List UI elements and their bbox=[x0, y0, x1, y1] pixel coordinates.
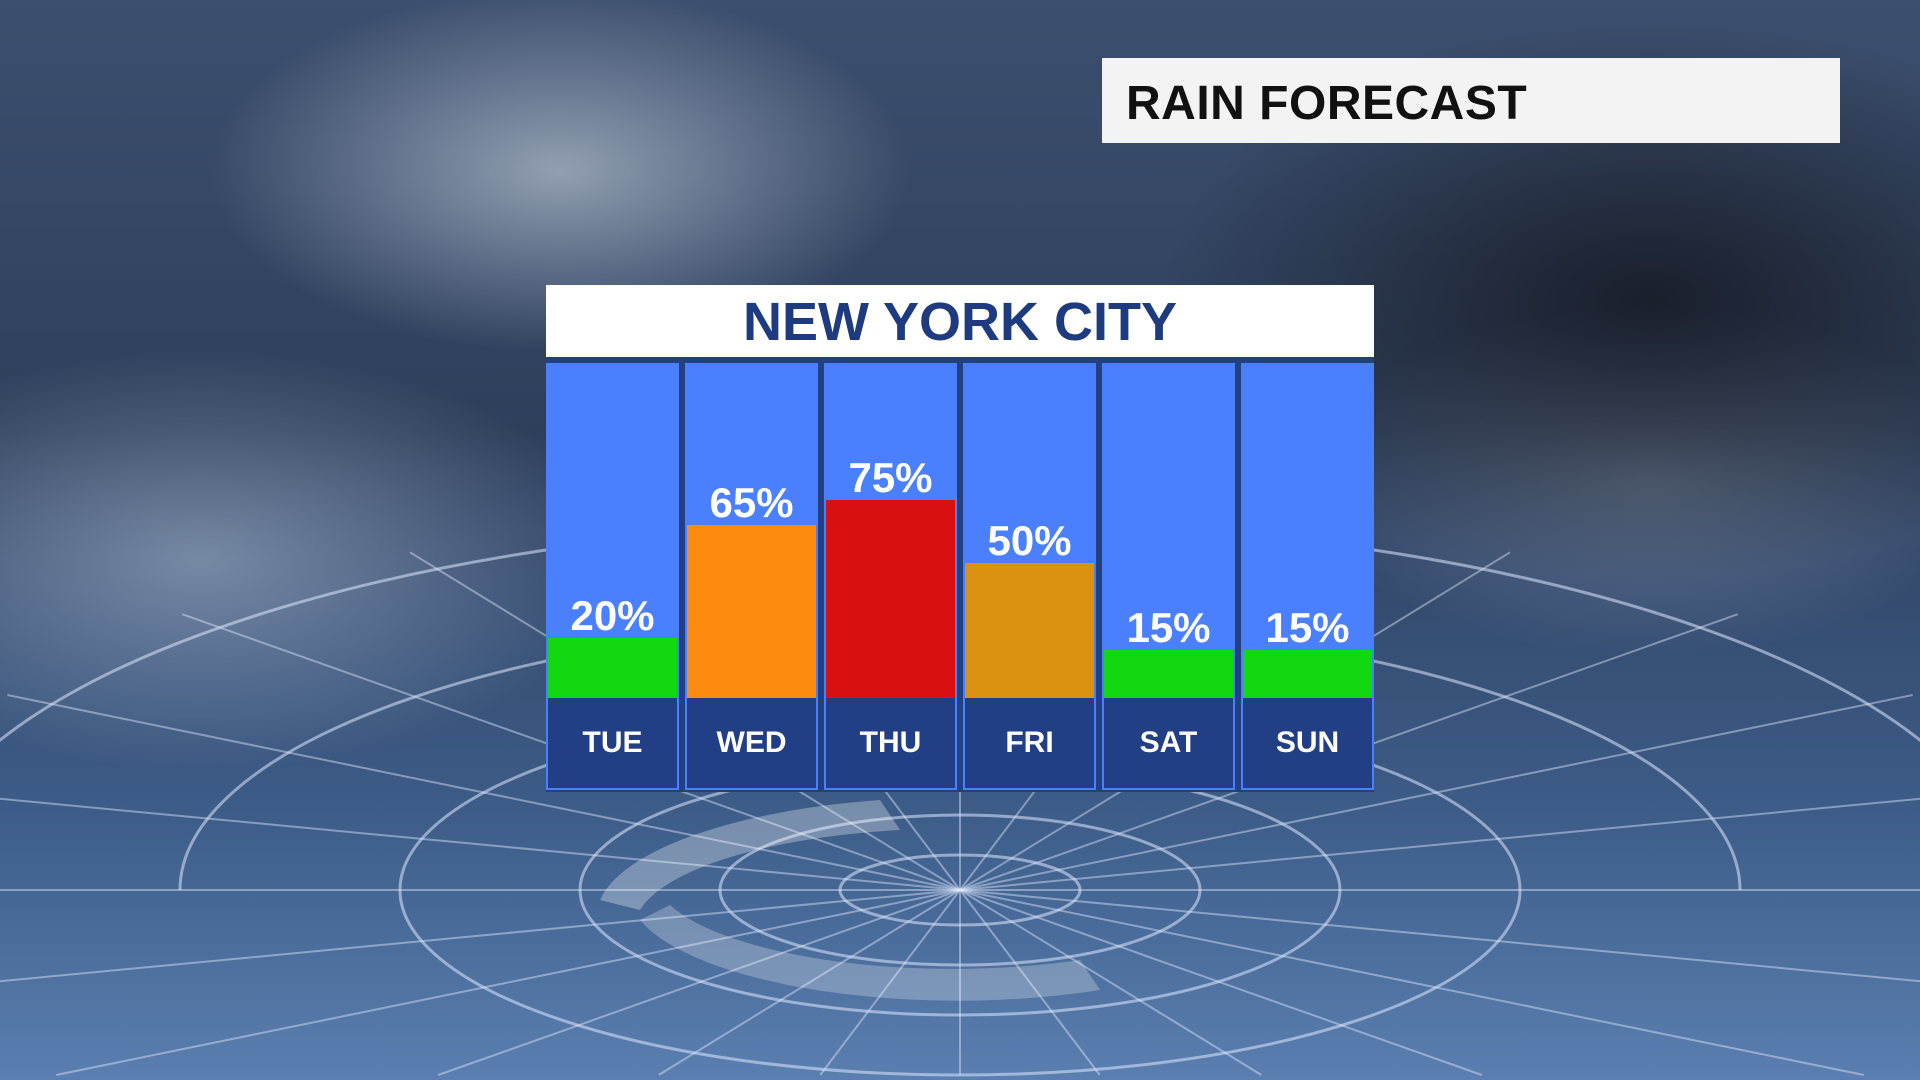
day-column-wed: 65% WED bbox=[685, 363, 818, 790]
bar-sat bbox=[1104, 650, 1233, 698]
bar-wed bbox=[687, 525, 816, 698]
day-label-box: WED bbox=[685, 698, 818, 790]
radar-spoke bbox=[959, 889, 1865, 1076]
day-label-box: SUN bbox=[1241, 698, 1374, 790]
radar-sweep bbox=[600, 800, 900, 910]
data-label: 15% bbox=[1265, 604, 1350, 651]
data-label: 75% bbox=[848, 454, 933, 501]
bar-sun bbox=[1243, 650, 1372, 698]
day-label-box: THU bbox=[824, 698, 957, 790]
data-label: 50% bbox=[987, 517, 1072, 564]
bar-tue bbox=[548, 638, 677, 698]
day-column-fri: 50% FRI bbox=[963, 363, 1096, 790]
radar-ring bbox=[838, 853, 1082, 927]
day-label-box: FRI bbox=[963, 698, 1096, 790]
radar-spoke bbox=[658, 889, 961, 1076]
day-label-box: TUE bbox=[546, 698, 679, 790]
radar-spoke bbox=[959, 889, 1262, 1076]
day-label: TUE bbox=[582, 726, 643, 759]
day-label: THU bbox=[859, 726, 922, 759]
day-column-sat: 15% SAT bbox=[1102, 363, 1235, 790]
radar-spoke bbox=[0, 889, 961, 983]
data-label: 20% bbox=[570, 592, 655, 639]
radar-spoke bbox=[7, 694, 961, 891]
data-label: 15% bbox=[1126, 604, 1211, 651]
day-label: WED bbox=[716, 726, 787, 759]
chart-title-bar: NEW YORK CITY bbox=[546, 285, 1374, 357]
day-label: SUN bbox=[1275, 726, 1340, 759]
radar-spoke bbox=[0, 797, 961, 891]
radar-spoke bbox=[959, 889, 1101, 1076]
bar-thu bbox=[826, 500, 955, 698]
day-column-thu: 75% THU bbox=[824, 363, 957, 790]
forecast-chart-panel: NEW YORK CITY 20% TUE 65% WED 75% THU 50% FRI 15… bbox=[546, 285, 1374, 792]
radar-spoke bbox=[55, 889, 961, 1076]
radar-spoke bbox=[819, 889, 961, 1076]
day-column-sun: 15% SUN bbox=[1241, 363, 1374, 790]
day-label: FRI bbox=[1005, 726, 1054, 759]
radar-sweep bbox=[640, 905, 1100, 1001]
day-column-tue: 20% TUE bbox=[546, 363, 679, 790]
rain-forecast-title: RAIN FORECAST bbox=[1126, 77, 1528, 130]
chart-title: NEW YORK CITY bbox=[742, 292, 1178, 352]
radar-spoke bbox=[437, 889, 961, 1076]
radar-spoke bbox=[959, 797, 1920, 891]
radar-ring bbox=[718, 813, 1202, 967]
radar-spoke bbox=[959, 889, 1483, 1076]
radar-spoke bbox=[959, 694, 1913, 891]
bar-fri bbox=[965, 563, 1094, 698]
radar-spoke bbox=[959, 889, 1920, 983]
data-label: 65% bbox=[709, 479, 794, 526]
day-label: SAT bbox=[1139, 726, 1198, 759]
day-label-box: SAT bbox=[1102, 698, 1235, 790]
rain-forecast-title-box: RAIN FORECAST bbox=[1102, 58, 1840, 143]
